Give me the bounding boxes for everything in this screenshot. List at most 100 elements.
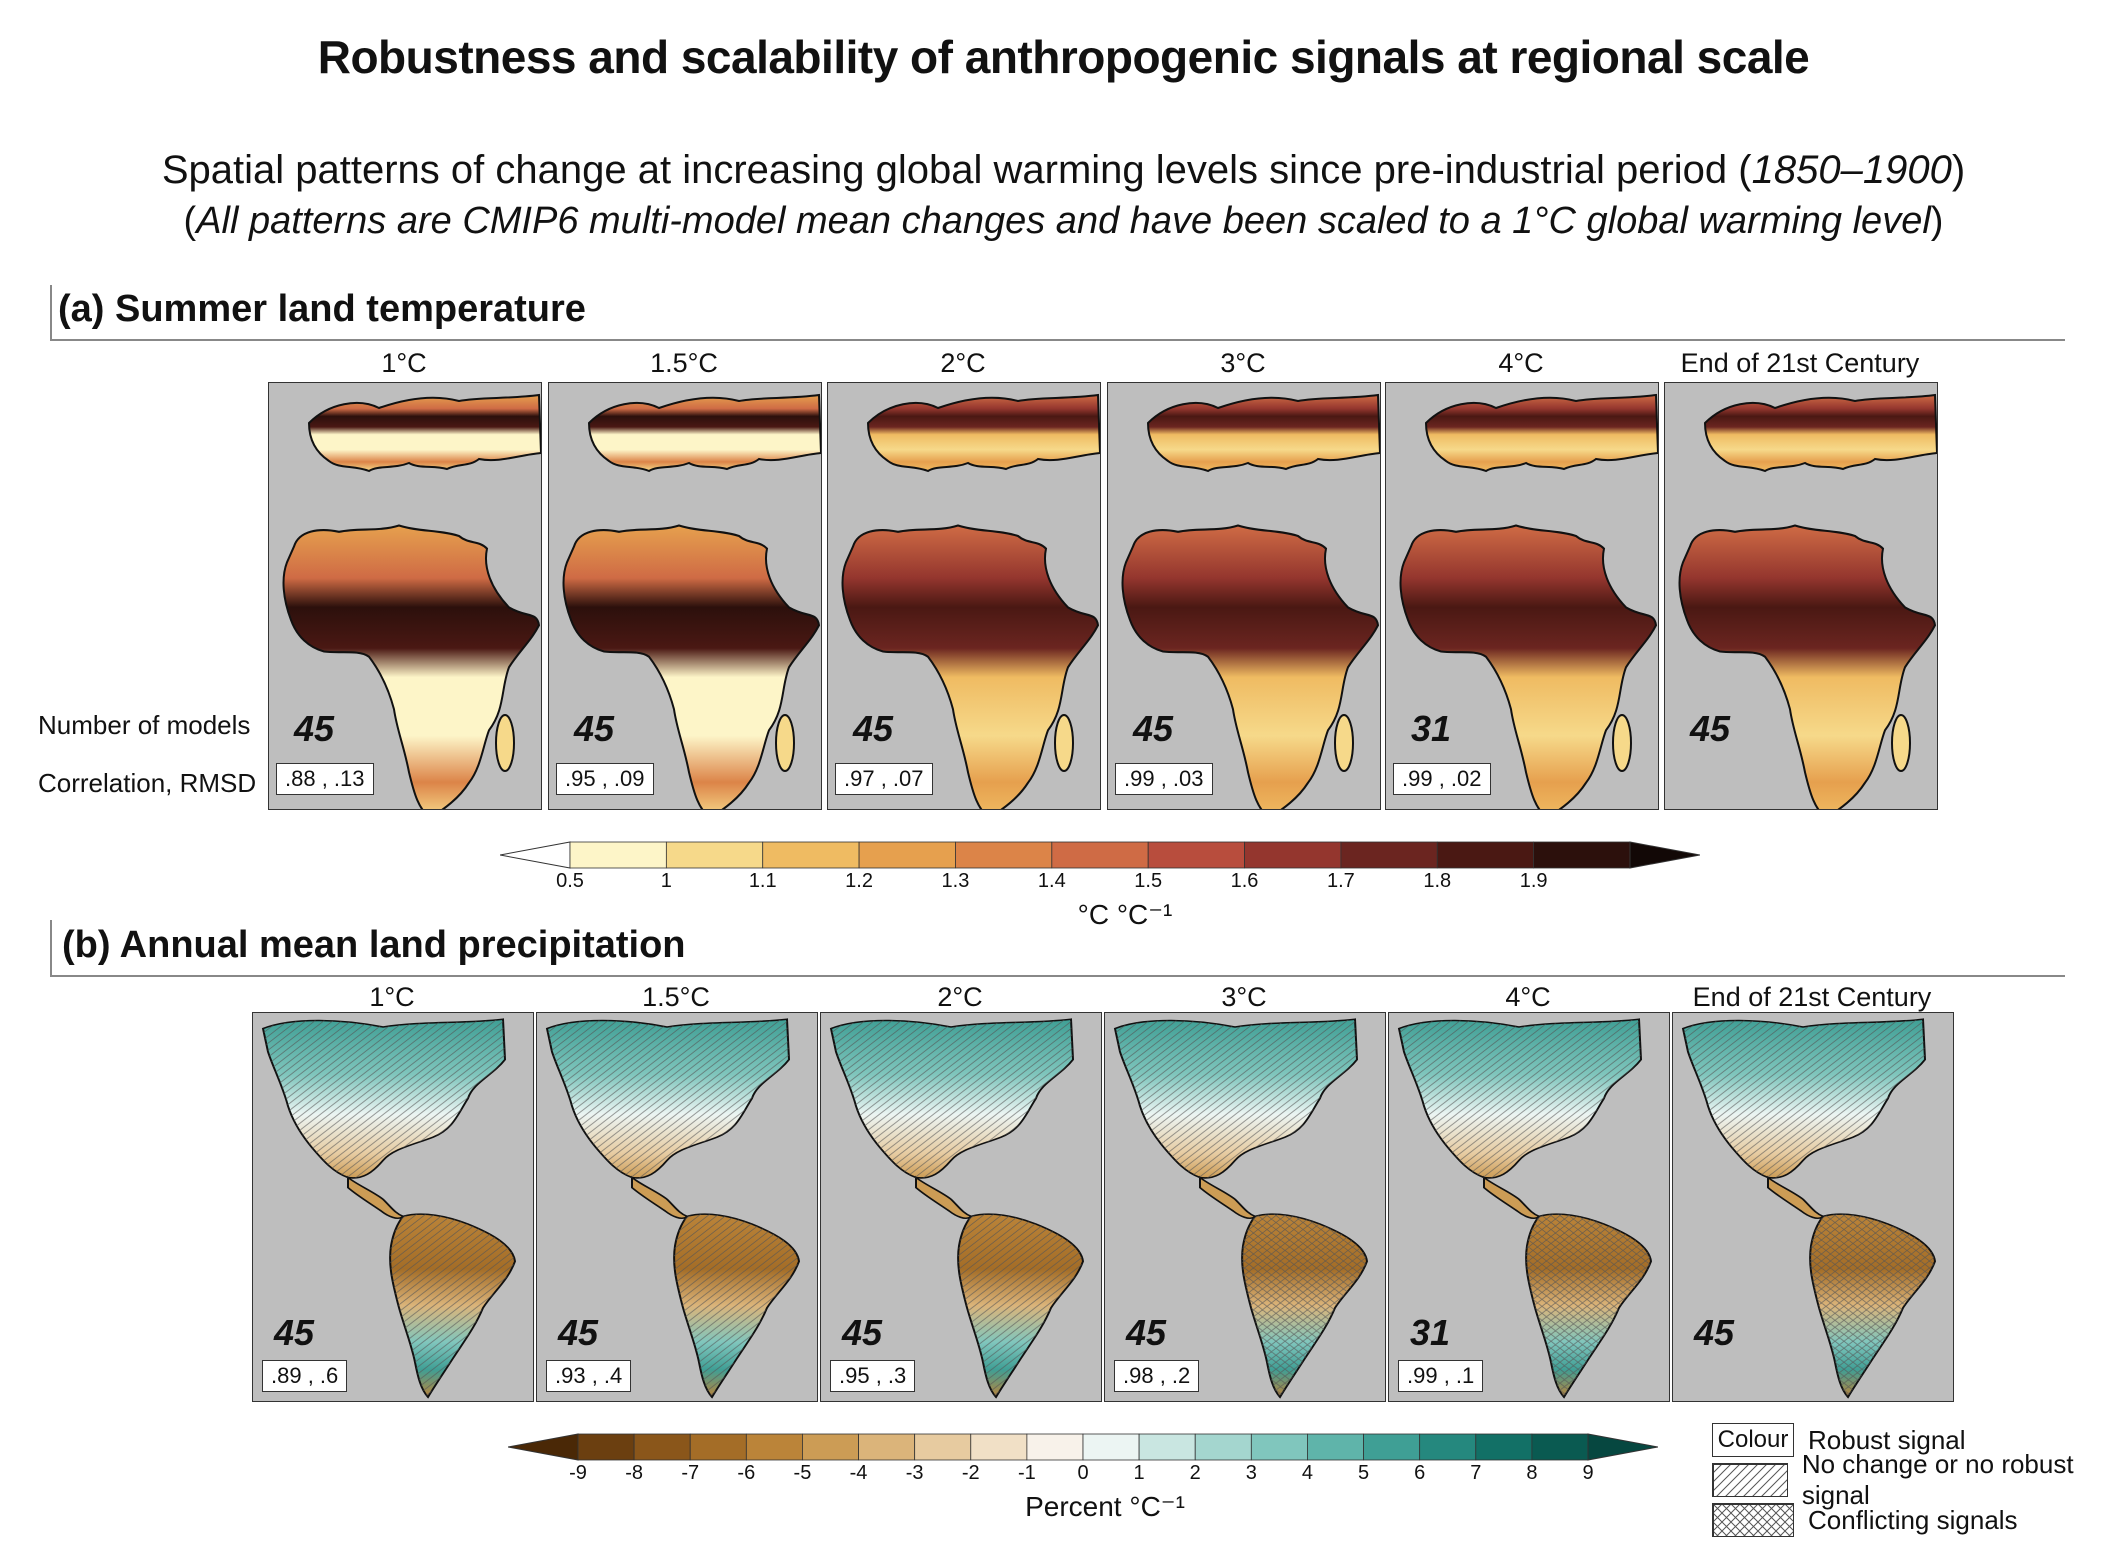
colorbar-segment [762, 841, 860, 869]
subtitle-close: ) [1951, 148, 1966, 192]
panel-a-title: (a) Summer land temperature [58, 288, 586, 330]
correlation-row-label: Correlation, RMSD [38, 768, 257, 798]
colorbar-tick: 4 [1301, 1462, 1313, 1484]
colorbar-segment [858, 841, 956, 869]
model-count: 45 [1126, 1312, 1167, 1353]
correlation-rmsd-box: .99 , .02 [1393, 763, 1491, 795]
legend-text-robust: Robust signal [1808, 1424, 1966, 1455]
colorbar-segment [1533, 841, 1631, 869]
panel-a-rule [50, 339, 2065, 341]
models-row-label: Number of models [38, 710, 251, 740]
temp-map-svg [1121, 393, 1380, 809]
legend-swatch-crosshatch [1712, 1503, 1794, 1537]
colorbar-segment [970, 1433, 1028, 1461]
colorbar-tick: 1.1 [748, 870, 777, 892]
colorbar-tick: 3 [1245, 1462, 1257, 1484]
correlation-rmsd-box: .95 , .3 [830, 1360, 916, 1392]
colorbar-high-extension [1587, 1433, 1658, 1461]
precip-map-label: 1.5°C [642, 982, 710, 1012]
colorbar-segment [745, 1433, 803, 1461]
colorbar-tick: -8 [625, 1462, 643, 1484]
legend-row-robust: Colour Robust signal [1712, 1420, 2122, 1460]
model-count: 45 [1133, 708, 1174, 749]
model-count: 45 [1694, 1312, 1735, 1353]
model-count: 45 [274, 1312, 315, 1353]
temp-map [268, 382, 542, 810]
colorbar-tick: 1.4 [1037, 870, 1066, 892]
colorbar-segment [1475, 1433, 1533, 1461]
legend-swatch-colour: Colour [1712, 1423, 1794, 1457]
colorbar-tick: 1.7 [1327, 870, 1355, 892]
panel-b-rule [50, 975, 2065, 977]
precip-map-svg [1397, 1018, 1653, 1399]
colorbar-segment [802, 1433, 859, 1461]
temp-map-svg [282, 393, 541, 809]
colorbar-high-extension [1629, 841, 1700, 869]
temp-map-label: End of 21st Century [1680, 348, 1920, 378]
colorbar-segment [1419, 1433, 1477, 1461]
temp-map [548, 382, 822, 810]
legend-row-no-change: No change or no robust signal [1712, 1449, 2122, 1510]
legend-text-no-change: No change or no robust signal [1801, 1449, 2074, 1510]
model-count: 45 [1690, 708, 1731, 749]
correlation-rmsd-box: .99 , .03 [1115, 763, 1213, 795]
temp-map-label: 1°C [381, 348, 427, 378]
colorbar-tick: -5 [793, 1462, 812, 1484]
colorbar-tick: -1 [1017, 1462, 1036, 1484]
panel-a-bracket [50, 285, 52, 340]
colorbar-segment [914, 1433, 972, 1461]
colorbar-tick: 7 [1470, 1462, 1482, 1484]
temp-map-svg [562, 393, 821, 809]
precip-map [820, 1012, 1102, 1402]
model-count: 45 [853, 708, 894, 749]
subtitle-main: Spatial patterns of change at increasing… [161, 148, 1752, 192]
colorbar-tick: 1.2 [845, 870, 873, 892]
colorbar-tick: -9 [569, 1462, 587, 1484]
colorbar-tick: 5 [1357, 1462, 1370, 1484]
correlation-rmsd-box: .97 , .07 [835, 763, 933, 795]
colorbar-tick: 1.9 [1519, 870, 1548, 892]
colorbar-tick: 1 [1133, 1462, 1145, 1484]
colorbar-segment [1138, 1433, 1196, 1461]
correlation-rmsd-box: .88 , .13 [276, 763, 374, 795]
precip-map-svg [261, 1018, 517, 1399]
temp-map [1385, 382, 1659, 810]
temp-map-svg [841, 393, 1100, 809]
precip-map [1388, 1012, 1670, 1402]
model-count: 31 [1410, 1312, 1451, 1353]
correlation-rmsd-box: .89 , .6 [262, 1360, 348, 1392]
colorbar-tick: 1.8 [1423, 870, 1452, 892]
correlation-rmsd-box: .99 , .1 [1398, 1360, 1484, 1392]
precip-map [1104, 1012, 1386, 1402]
temp-map-label: 2°C [940, 348, 986, 378]
colorbar-segment [1363, 1433, 1421, 1461]
model-count: 45 [574, 708, 615, 749]
model-count: 45 [294, 708, 335, 749]
colorbar-segment [1051, 841, 1149, 869]
precip-map-label: 2°C [937, 982, 983, 1012]
colorbar-segment [1026, 1433, 1084, 1461]
colorbar-tick: 1.3 [941, 870, 970, 892]
temp-map [827, 382, 1101, 810]
figure-title: Robustness and scalability of anthropoge… [317, 31, 1810, 83]
model-count: 31 [1411, 708, 1452, 749]
precipitation-colorbar-unit: Percent °C⁻¹ [1025, 1491, 1185, 1522]
legend-row-conflicting: Conflicting signals [1712, 1500, 2122, 1540]
precip-map-svg [545, 1018, 801, 1399]
subtitle-period: 1850–1900 [1751, 148, 1952, 192]
colorbar-segment [665, 841, 764, 869]
temp-map [1664, 382, 1938, 810]
figure-subtitle-2: (All patterns are CMIP6 multi-model mean… [0, 200, 2127, 243]
colorbar-tick: -6 [737, 1462, 756, 1484]
precip-map-svg [1681, 1018, 1937, 1399]
model-count: 45 [558, 1312, 599, 1353]
temp-map-svg [1399, 393, 1658, 809]
colorbar-tick: -4 [849, 1462, 868, 1484]
temp-map-label: 3°C [1220, 348, 1266, 378]
colorbar-tick: 1 [660, 870, 672, 892]
correlation-rmsd-box: .93 , .4 [546, 1360, 632, 1392]
subtitle2-close: ) [1930, 200, 1944, 242]
precip-map [252, 1012, 534, 1402]
temperature-colorbar-unit: °C °C⁻¹ [1077, 899, 1173, 930]
colorbar-segment [1082, 1433, 1140, 1461]
